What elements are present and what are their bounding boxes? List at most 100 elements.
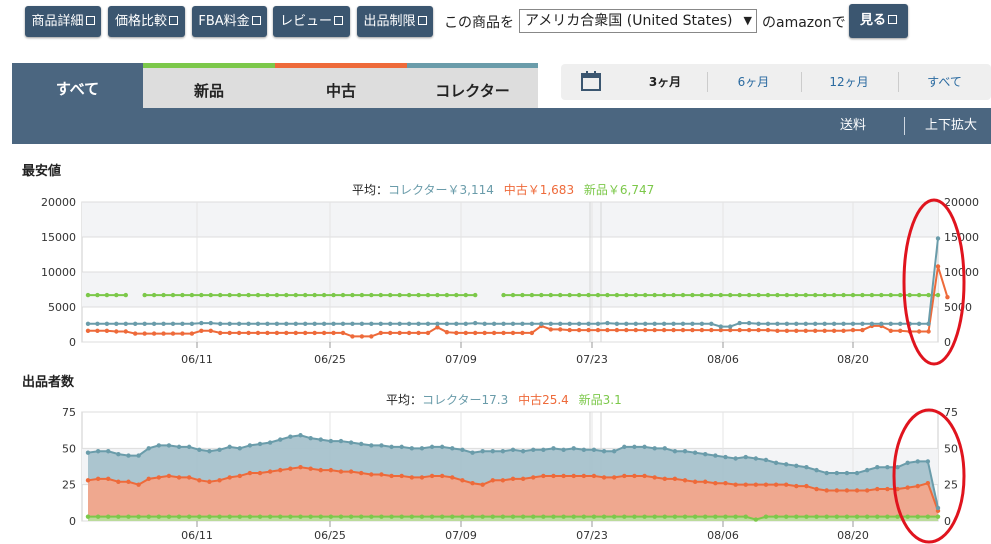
point-used — [161, 331, 166, 336]
point-used — [389, 473, 394, 479]
point-collector — [199, 320, 204, 326]
point-used — [416, 330, 421, 336]
point-used — [399, 473, 404, 479]
point-new — [567, 292, 572, 298]
point-used — [85, 328, 91, 333]
point-collector — [473, 320, 478, 326]
x-tick-label: 08/20 — [837, 353, 869, 366]
point-new — [136, 514, 141, 519]
y-tick-label-left: 25 — [62, 479, 76, 492]
point-used — [218, 330, 223, 336]
tab-new[interactable]: 新品 — [143, 63, 275, 109]
dropdown-arrow-icon: ▼ — [743, 14, 752, 27]
point-new — [106, 514, 111, 519]
point-collector — [500, 449, 506, 454]
tab-all[interactable]: すべて — [12, 63, 143, 109]
point-collector — [406, 321, 412, 326]
review-button[interactable]: レビュー — [273, 6, 350, 37]
point-collector — [672, 449, 678, 454]
point-used — [520, 476, 526, 482]
point-collector — [246, 321, 251, 326]
point-new — [926, 292, 931, 298]
point-used — [763, 482, 769, 487]
point-new — [753, 517, 759, 522]
point-new — [104, 292, 110, 298]
listing-restriction-button[interactable]: 出品制限 — [357, 6, 433, 37]
point-collector — [624, 321, 629, 326]
point-used — [784, 482, 789, 487]
avg-prefix: 平均： — [386, 393, 423, 407]
point-collector — [803, 321, 808, 326]
zoom-toggle[interactable]: 上下拡大 — [925, 118, 978, 133]
point-collector — [186, 444, 192, 450]
range-6-months[interactable]: 6ヶ月 — [737, 75, 770, 89]
point-collector — [348, 440, 354, 445]
external-link-icon — [334, 16, 343, 25]
point-used — [804, 483, 809, 489]
point-collector — [288, 434, 293, 439]
point-used — [328, 467, 334, 473]
product-detail-button[interactable]: 商品詳細 — [25, 6, 101, 37]
point-collector — [642, 444, 647, 450]
avg-used: 中古25.4 — [518, 393, 569, 407]
fba-fee-button[interactable]: FBA料金 — [192, 6, 267, 37]
point-new — [308, 514, 313, 519]
point-new — [925, 514, 931, 519]
point-collector — [419, 446, 425, 451]
point-used — [699, 327, 705, 333]
point-collector — [925, 459, 931, 464]
point-collector — [605, 320, 610, 326]
point-used — [199, 328, 204, 333]
amazon-label: のamazonで — [762, 15, 846, 31]
point-collector — [763, 457, 769, 463]
point-collector — [409, 446, 415, 451]
point-used — [718, 327, 723, 333]
point-collector — [312, 321, 317, 326]
range-12-months[interactable]: 12ヶ月 — [829, 75, 869, 89]
external-link-icon — [85, 16, 95, 25]
point-used — [490, 478, 495, 483]
point-collector — [539, 321, 544, 326]
tab-collector[interactable]: コレクター — [407, 63, 538, 109]
point-collector — [571, 446, 576, 451]
view-button[interactable]: 見る — [849, 4, 908, 38]
point-new — [737, 292, 742, 298]
point-collector — [895, 465, 900, 470]
point-new — [227, 514, 232, 519]
plot-band — [82, 272, 938, 307]
point-collector — [756, 321, 761, 326]
avg-prefix: 平均： — [352, 183, 389, 197]
shipping-toggle[interactable]: 送料 — [840, 118, 867, 133]
divider — [898, 72, 899, 92]
point-new — [170, 292, 176, 298]
point-new — [501, 292, 506, 298]
point-used — [632, 473, 637, 479]
point-collector — [775, 321, 780, 326]
calendar-icon[interactable] — [580, 70, 602, 92]
country-select[interactable]: アメリカ合衆国 (United States) ▼ — [519, 9, 757, 33]
point-used — [709, 327, 714, 333]
point-collector — [308, 435, 313, 441]
point-new — [869, 292, 875, 298]
point-collector — [591, 447, 597, 452]
tab-used[interactable]: 中古 — [275, 63, 407, 109]
point-used — [470, 481, 475, 486]
point-collector — [662, 446, 667, 451]
point-new — [237, 514, 242, 519]
range-3-months[interactable]: 3ヶ月 — [648, 75, 682, 89]
point-used — [551, 473, 556, 479]
point-used — [633, 327, 638, 333]
point-collector — [146, 446, 151, 451]
point-new — [723, 514, 728, 519]
point-used — [916, 329, 922, 334]
x-tick-label: 07/09 — [445, 529, 477, 542]
y-tick-label-left: 5000 — [48, 301, 76, 314]
point-used — [293, 330, 298, 336]
point-used — [652, 475, 657, 480]
point-used — [419, 475, 425, 480]
point-used — [450, 475, 455, 480]
point-new — [85, 292, 91, 298]
price-compare-button[interactable]: 価格比較 — [108, 6, 185, 37]
point-collector — [581, 447, 587, 452]
range-all[interactable]: すべて — [927, 75, 962, 89]
